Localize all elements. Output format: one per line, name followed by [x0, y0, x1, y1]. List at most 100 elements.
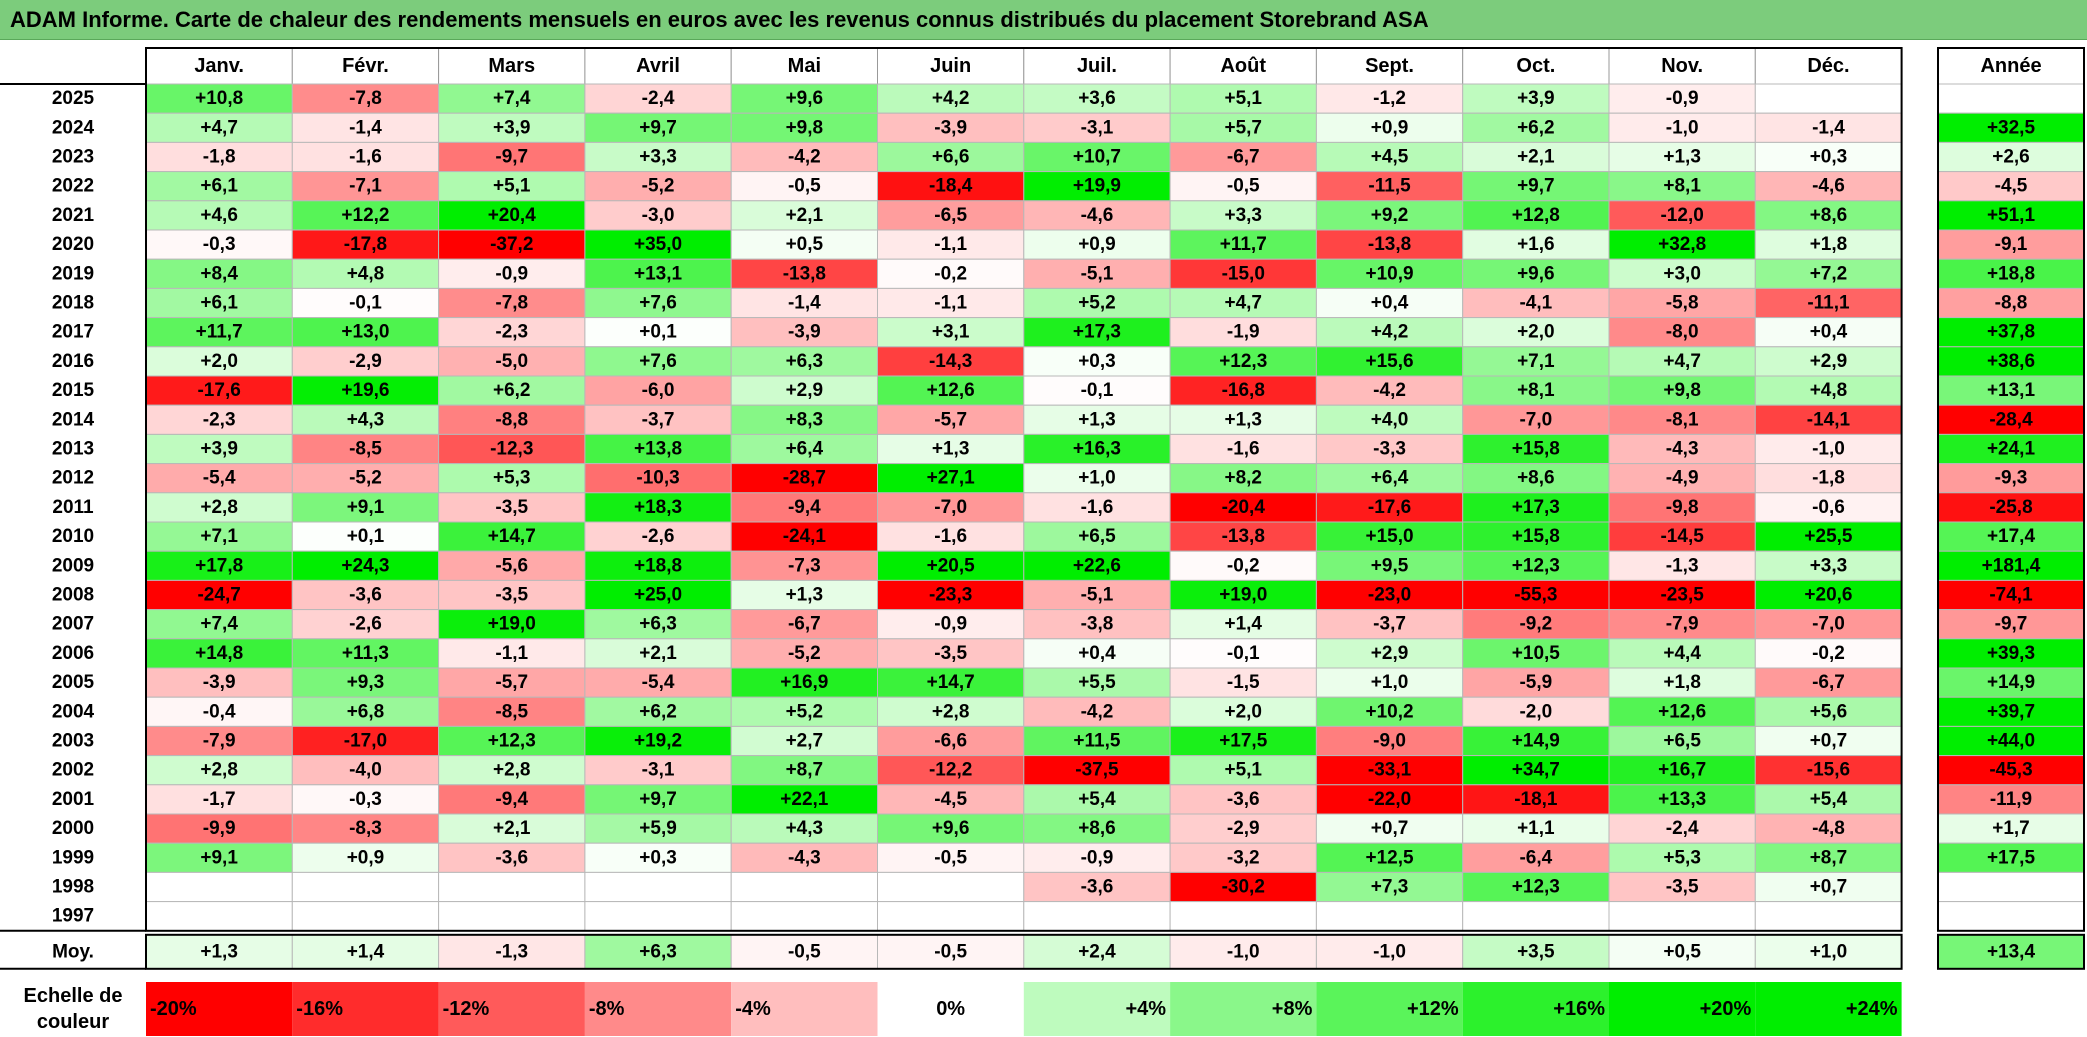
cell-value: -6,5 — [934, 205, 967, 226]
heatmap-cell — [291, 404, 440, 435]
cell-value: +20,4 — [488, 205, 537, 226]
annual-value: +18,8 — [1987, 263, 2035, 284]
cell-value: -5,7 — [934, 409, 967, 430]
cell-value: -1,6 — [1081, 497, 1114, 518]
cell-value: +6,5 — [1078, 526, 1116, 547]
cell-value: -1,1 — [934, 234, 967, 255]
heatmap-cell — [1023, 550, 1171, 581]
cell-value: -33,1 — [1368, 760, 1412, 781]
annual-table-frame — [1937, 47, 2085, 932]
heatmap-cell — [145, 667, 293, 698]
heatmap-cell — [145, 83, 293, 114]
cell-value: -7,8 — [349, 88, 382, 109]
cell-value: -1,8 — [203, 147, 236, 168]
cell-value: +9,5 — [1371, 555, 1409, 576]
heatmap-cell — [291, 638, 440, 669]
cell-value: +2,9 — [786, 380, 824, 401]
average-value: +1,0 — [1810, 941, 1848, 962]
cell-value: +18,3 — [634, 497, 682, 518]
cell-value: +4,3 — [347, 409, 385, 430]
average-cell — [291, 934, 440, 970]
heatmap-cell — [584, 755, 732, 786]
heatmap-cell — [1754, 433, 1903, 465]
cell-value: -3,5 — [1666, 877, 1699, 898]
heatmap-cell — [438, 463, 586, 494]
heatmap-cell — [1608, 521, 1756, 552]
cell-value: +5,5 — [1078, 672, 1116, 693]
cell-value: +19,0 — [1219, 585, 1267, 606]
row-year-label: 1998 — [52, 877, 94, 898]
heatmap-cell — [1023, 258, 1171, 289]
heatmap-cell — [1315, 258, 1464, 289]
cell-value: +0,3 — [639, 847, 677, 868]
cell-value: +34,7 — [1512, 760, 1560, 781]
row-year-label: 2000 — [52, 818, 94, 839]
month-header: Juil. — [1077, 55, 1117, 77]
cell-value: -8,5 — [349, 439, 382, 460]
cell-value: -9,7 — [495, 147, 528, 168]
heatmap-cell — [1023, 463, 1171, 494]
scale-swatch — [1609, 982, 1756, 1036]
cell-value: +1,6 — [1517, 234, 1555, 255]
heatmap-cell — [730, 521, 879, 552]
cell-value: -8,0 — [1666, 322, 1699, 343]
heatmap-cell — [730, 141, 879, 173]
cell-value: +24,3 — [341, 555, 389, 576]
cell-value: -8,3 — [349, 818, 382, 839]
scale-swatch — [292, 982, 439, 1036]
cell-value: -11,1 — [1807, 293, 1850, 314]
annual-value: +181,4 — [1982, 555, 2041, 576]
heatmap-cell — [877, 171, 1025, 202]
cell-value: -37,2 — [490, 234, 533, 255]
heatmap-cell — [145, 433, 293, 465]
row-year-label: 2011 — [52, 497, 94, 518]
month-header-cell — [877, 47, 1025, 85]
heatmap-cell — [877, 258, 1025, 289]
heatmap-cell — [730, 696, 879, 727]
scale-swatch — [1170, 982, 1317, 1036]
annual-cell — [1937, 200, 2085, 231]
cell-value: +2,1 — [639, 643, 677, 664]
month-table-frame — [145, 47, 1903, 932]
heatmap-cell — [1608, 258, 1756, 289]
cell-value: +9,6 — [786, 88, 824, 109]
cell-value: -13,8 — [1368, 234, 1411, 255]
cell-value: +8,7 — [786, 760, 824, 781]
annual-value: +17,4 — [1987, 526, 2036, 547]
heatmap-cell — [1754, 842, 1903, 873]
heatmap-cell — [1754, 83, 1903, 114]
cell-value: -9,2 — [1519, 614, 1552, 635]
annual-cell — [1937, 901, 2085, 932]
cell-value: -1,0 — [1812, 439, 1845, 460]
cell-value: -5,6 — [495, 555, 528, 576]
cell-value: -20,4 — [1222, 497, 1266, 518]
cell-value: -6,6 — [934, 731, 967, 752]
annual-value: -28,4 — [1989, 409, 2033, 430]
scale-step-label: -4% — [735, 998, 771, 1020]
cell-value: -1,6 — [934, 526, 967, 547]
heatmap-cell — [1023, 638, 1171, 669]
cell-value: -1,4 — [1812, 117, 1845, 138]
heatmap-cell — [1754, 871, 1903, 903]
heatmap-cell — [877, 83, 1025, 114]
cell-value: -7,3 — [788, 555, 821, 576]
heatmap-cell — [877, 141, 1025, 173]
heatmap-cell — [1608, 784, 1756, 815]
cell-value: +9,8 — [1663, 380, 1701, 401]
cell-value: -3,6 — [349, 585, 382, 606]
cell-value: -9,9 — [203, 818, 236, 839]
heatmap-cell — [1608, 638, 1756, 669]
annual-value: -4,5 — [1995, 176, 2028, 197]
cell-value: +0,7 — [1810, 731, 1848, 752]
cell-value: +5,6 — [1810, 701, 1848, 722]
heatmap-cell — [145, 375, 293, 406]
cell-value: +9,8 — [786, 117, 824, 138]
heatmap-cell — [730, 842, 879, 873]
cell-value: +7,4 — [200, 614, 238, 635]
row-year-label: 2002 — [52, 760, 94, 781]
annual-value: -8,8 — [1995, 293, 2028, 314]
cell-value: +10,7 — [1073, 147, 1121, 168]
annual-value: +39,7 — [1987, 701, 2035, 722]
heatmap-cell — [291, 550, 440, 581]
cell-value: +15,8 — [1512, 526, 1560, 547]
